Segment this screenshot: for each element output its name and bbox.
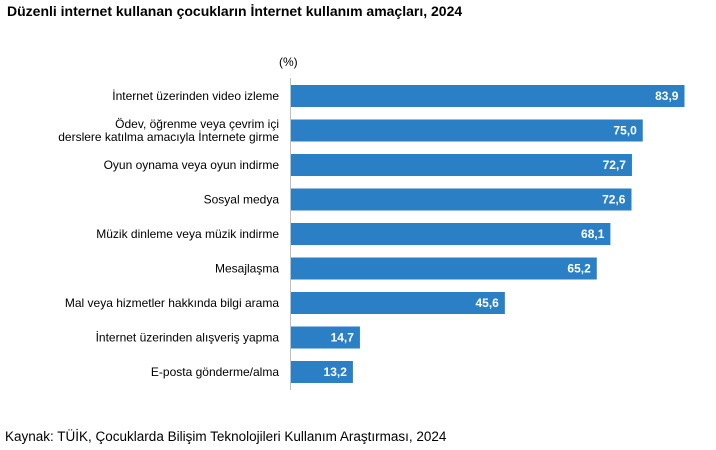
data-label-4: 68,1 bbox=[581, 227, 605, 241]
category-label-4: Müzik dinleme veya müzik indirme bbox=[96, 227, 279, 241]
data-label-1: 75,0 bbox=[613, 124, 637, 138]
unit-label: (%) bbox=[279, 55, 298, 69]
bar-1 bbox=[291, 119, 643, 142]
category-label-5: Mesajlaşma bbox=[215, 262, 279, 276]
category-label-2: Oyun oynama veya oyun indirme bbox=[104, 158, 280, 172]
bar-7 bbox=[291, 326, 360, 349]
bar-0 bbox=[291, 85, 685, 107]
category-label-8: E-posta gönderme/alma bbox=[151, 365, 279, 379]
bars-group: 83,9 İnternet üzerinden video izleme 75,0 Ö… bbox=[58, 85, 685, 383]
data-label-5: 65,2 bbox=[567, 262, 591, 276]
category-label-1-line-1: derslere katılma amacıyla İnternete girm… bbox=[58, 130, 279, 144]
chart-title: Düzenli internet kullanan çocukların İnt… bbox=[7, 3, 463, 19]
bar-8 bbox=[291, 361, 353, 383]
data-label-3: 72,6 bbox=[602, 193, 626, 207]
data-label-7: 14,7 bbox=[331, 331, 355, 345]
data-label-8: 13,2 bbox=[324, 365, 348, 379]
category-label-0: İnternet üzerinden video izleme bbox=[112, 89, 279, 103]
bar-6 bbox=[291, 292, 505, 314]
source-note: Kaynak: TÜİK, Çocuklarda Bilişim Teknolo… bbox=[5, 429, 447, 444]
data-label-0: 83,9 bbox=[655, 89, 679, 103]
bar-2 bbox=[291, 154, 632, 176]
data-label-2: 72,7 bbox=[603, 158, 627, 172]
bar-3 bbox=[291, 188, 632, 211]
data-label-6: 45,6 bbox=[476, 296, 500, 310]
category-label-3: Sosyal medya bbox=[204, 193, 280, 207]
category-label-7: İnternet üzerinden alışveriş yapma bbox=[96, 331, 280, 345]
bar-4 bbox=[291, 223, 611, 245]
category-label-6: Mal veya hizmetler hakkında bilgi arama bbox=[65, 296, 279, 310]
category-label-1-line-0: Ödev, öğrenme veya çevrim içi bbox=[115, 117, 279, 131]
bar-5 bbox=[291, 257, 597, 280]
bar-chart: (%) 83,9 İnternet üzerinden video izleme 7… bbox=[58, 55, 685, 390]
